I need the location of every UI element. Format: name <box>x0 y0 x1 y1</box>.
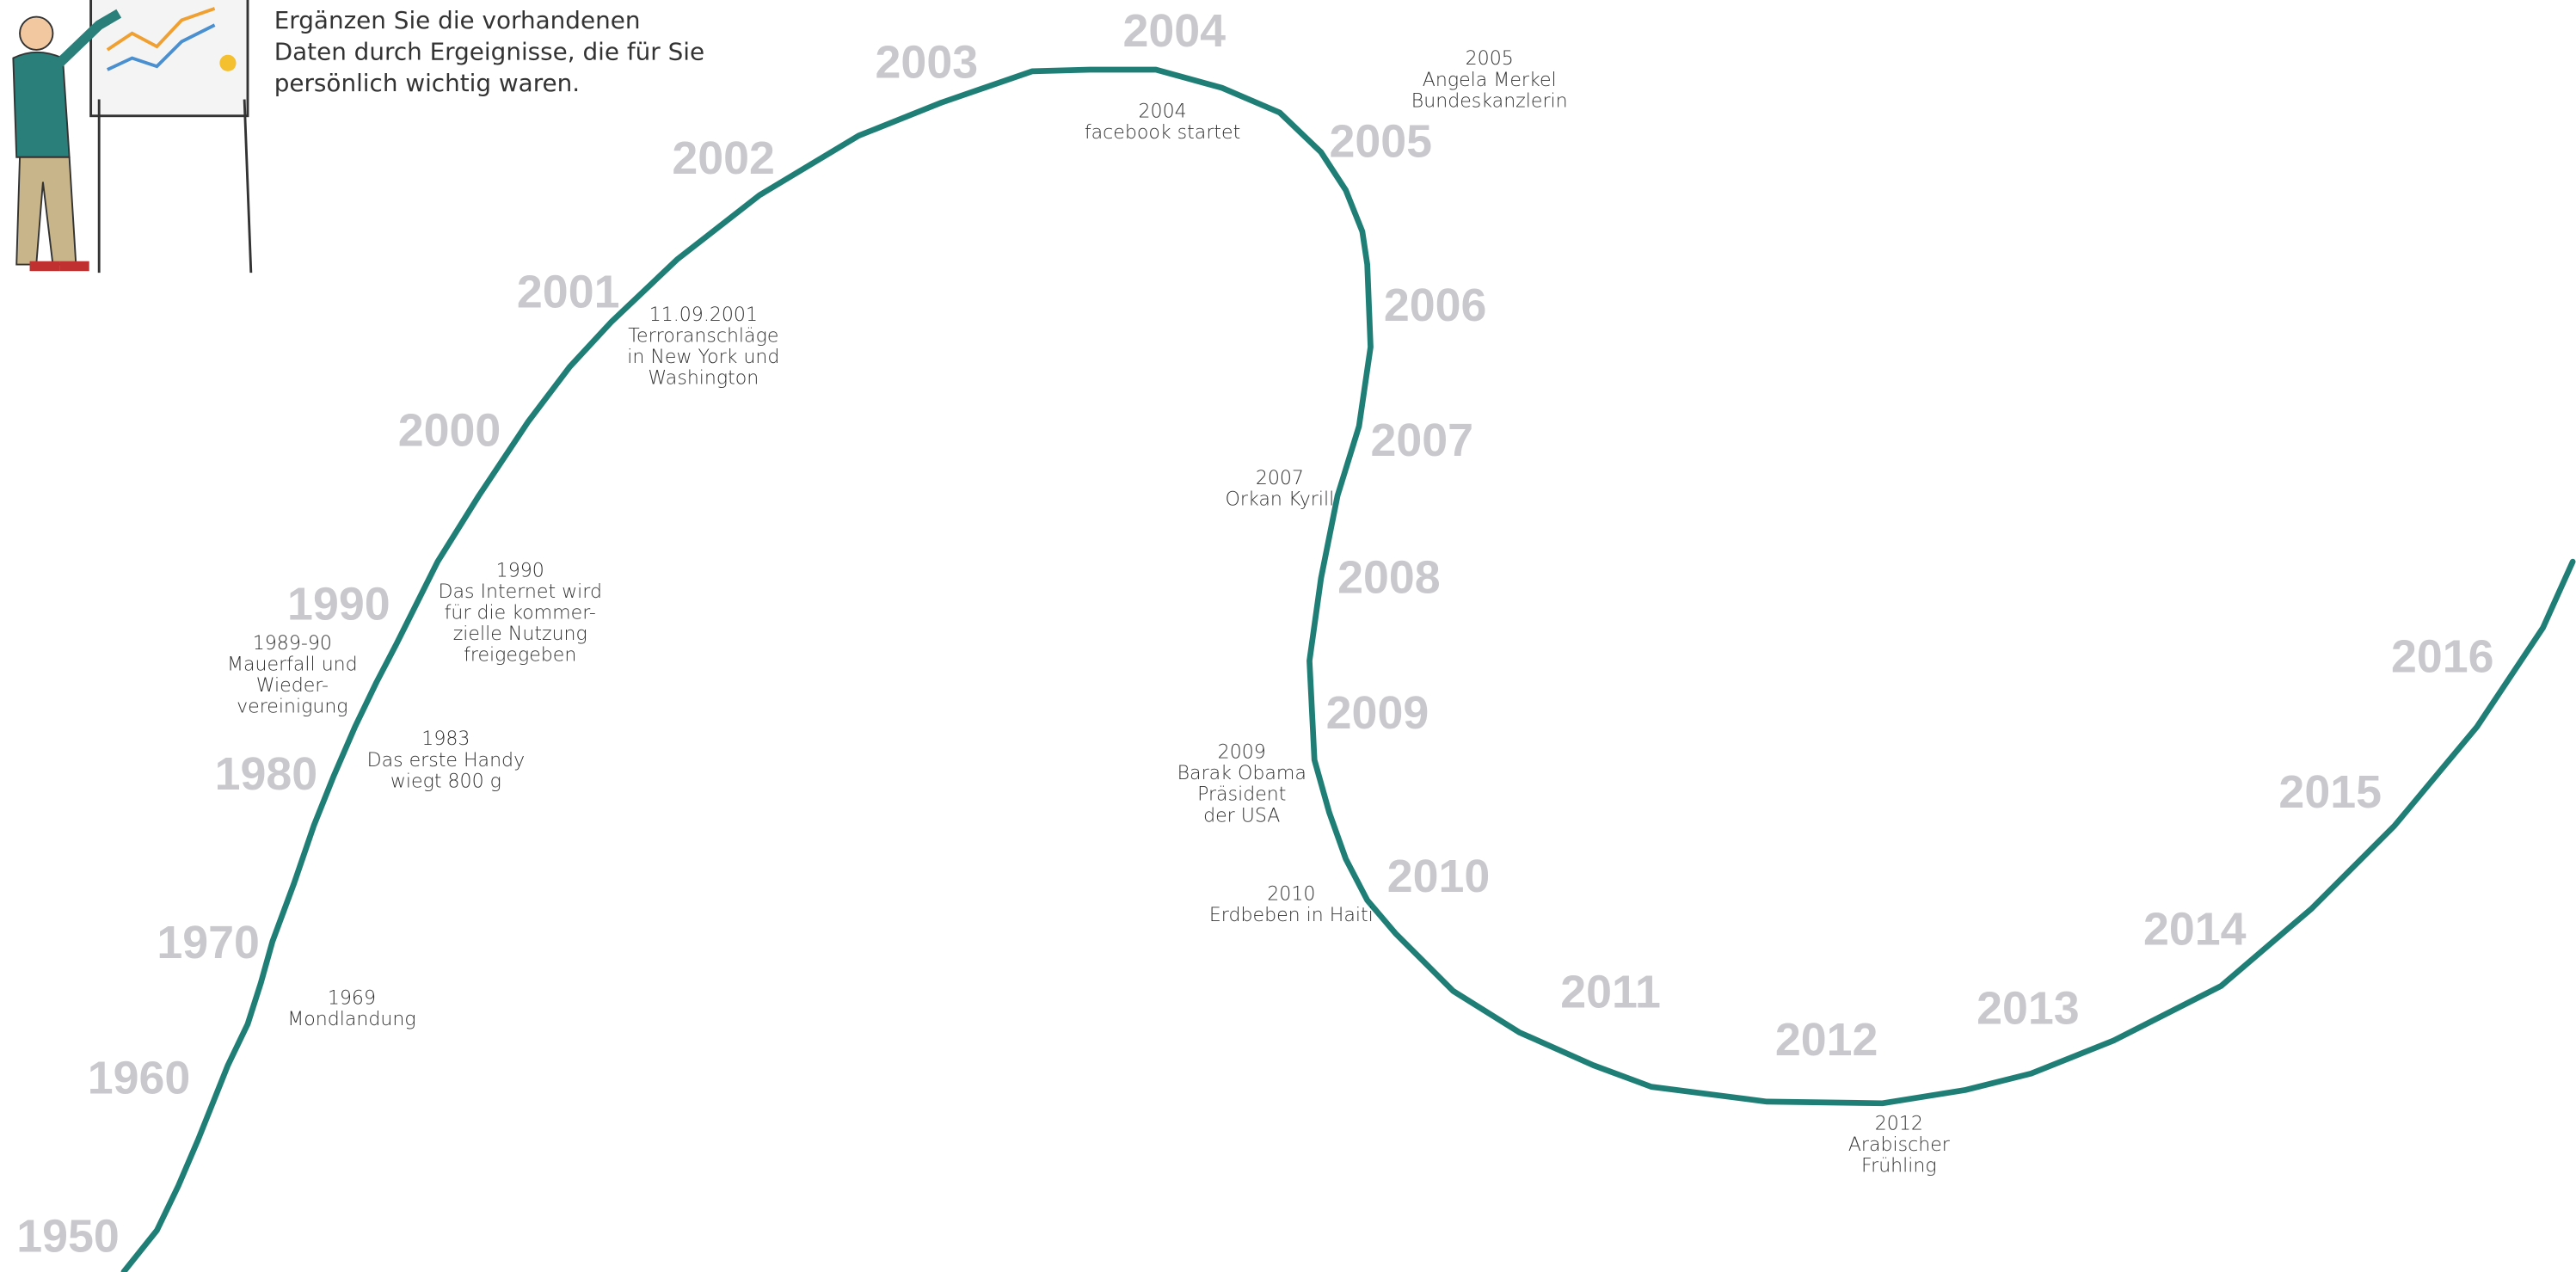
intro-text: Ergänzen Sie die vorhandenen Daten durch … <box>274 6 704 97</box>
timeline-diagram: Ergänzen Sie die vorhandenen Daten durch … <box>0 0 2576 1272</box>
event-line: Präsident <box>1197 784 1286 806</box>
event-line: Angela Merkel <box>1423 70 1557 91</box>
year-label: 1990 <box>287 578 390 630</box>
event-line: 11.09.2001 <box>649 304 758 326</box>
event-line: für die kommer- <box>445 603 596 624</box>
event-line: 2005 <box>1466 48 1514 70</box>
event-line: Mauerfall und <box>227 654 358 675</box>
event-line: 1969 <box>328 988 376 1010</box>
intro-line: persönlich wichtig waren. <box>274 69 580 97</box>
event-line: 2004 <box>1139 101 1187 123</box>
year-label: 1980 <box>215 748 318 800</box>
year-label: 2013 <box>1977 983 2080 1035</box>
event-line: Wieder- <box>256 675 329 697</box>
year-label: 2006 <box>1384 280 1487 331</box>
event-line: 1990 <box>496 560 544 581</box>
year-label: 2009 <box>1326 687 1429 739</box>
event-line: Washington <box>648 368 759 390</box>
event-line: 2010 <box>1267 884 1315 906</box>
event-line: Bundeskanzlerin <box>1411 90 1568 112</box>
year-label: 2011 <box>1560 966 1661 1017</box>
event-line: Terroranschläge <box>628 325 778 347</box>
event-line: Frühling <box>1861 1156 1937 1177</box>
year-label: 2004 <box>1123 5 1227 57</box>
presenter-illustration <box>13 0 250 273</box>
year-label: 2015 <box>2278 766 2382 818</box>
year-label: 2000 <box>398 405 501 457</box>
event-line: Arabischer <box>1848 1134 1951 1156</box>
event-line: vereinigung <box>237 697 347 718</box>
year-label: 2014 <box>2143 904 2247 956</box>
event-line: in New York und <box>627 347 779 368</box>
timeline-curve <box>124 70 2573 1272</box>
year-label: 2001 <box>517 266 620 317</box>
event-line: Das erste Handy <box>367 750 526 771</box>
year-label: 2002 <box>672 132 775 184</box>
intro-line: Daten durch Ergeignisse, die für Sie <box>274 37 704 65</box>
event-line: 2007 <box>1256 468 1304 489</box>
event-line: 1989-90 <box>253 633 332 654</box>
event-line: Mondlandung <box>287 1009 415 1030</box>
year-label: 2003 <box>876 37 979 89</box>
event-line: zielle Nutzung <box>453 624 587 645</box>
year-label: 1970 <box>157 917 260 968</box>
intro-line: Ergänzen Sie die vorhandenen <box>274 6 641 34</box>
event-line: freigegeben <box>464 645 576 667</box>
event-line: der USA <box>1203 805 1280 826</box>
event-line: Erdbeben in Haiti <box>1209 905 1374 926</box>
event-line: Orkan Kyrill <box>1226 489 1335 510</box>
event-line: facebook startet <box>1085 122 1240 144</box>
year-label: 1960 <box>88 1052 191 1103</box>
year-label: 2007 <box>1370 415 1473 466</box>
event-line: 2009 <box>1218 742 1266 764</box>
event-line: 1983 <box>421 728 470 750</box>
year-label: 1950 <box>16 1211 120 1263</box>
event-line: wiegt 800 g <box>390 771 501 792</box>
event-line: 2012 <box>1875 1114 1923 1135</box>
event-line: Barak Obama <box>1177 763 1306 784</box>
page: Ergänzen Sie die vorhandenen Daten durch … <box>0 0 2576 1272</box>
year-label: 2005 <box>1329 116 1432 168</box>
year-label: 2010 <box>1387 851 1491 902</box>
year-label: 2008 <box>1337 552 1441 604</box>
year-label: 2012 <box>1775 1014 1878 1066</box>
event-line: Das Internet wird <box>439 581 603 603</box>
year-label: 2016 <box>2391 631 2494 683</box>
